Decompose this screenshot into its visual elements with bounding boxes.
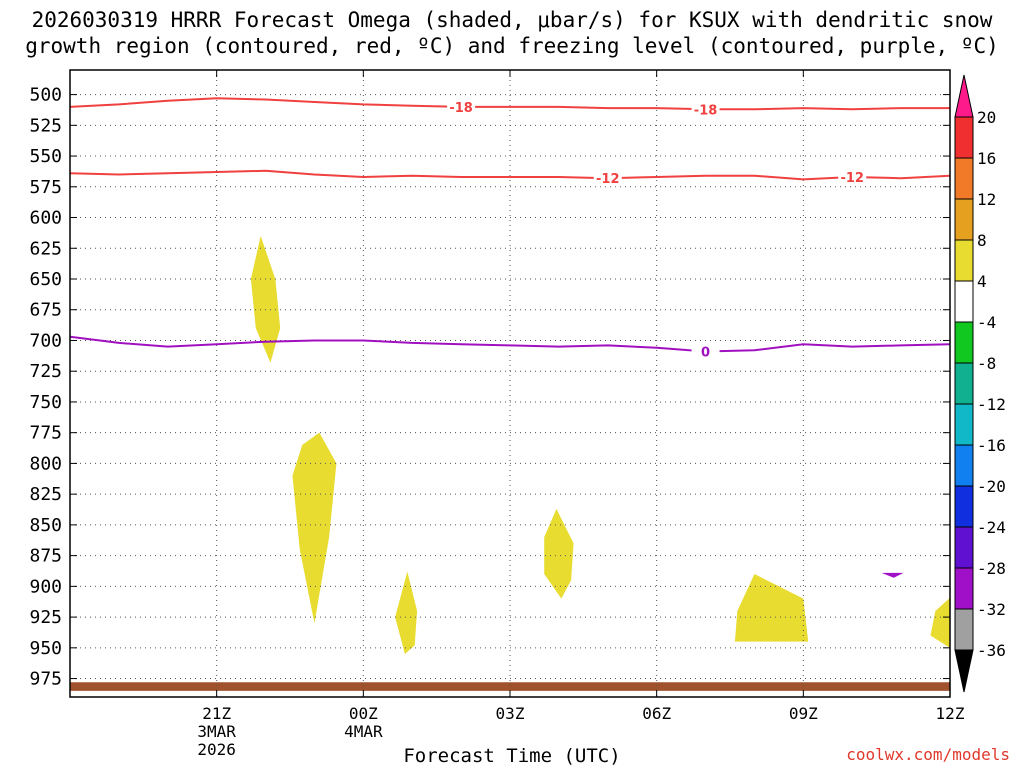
x-axis-title: Forecast Time (UTC) <box>403 745 621 767</box>
colorbar-label: -4 <box>977 313 996 332</box>
x-tick-label: 21Z <box>202 704 231 723</box>
omega-area-6 <box>930 597 950 648</box>
y-tick-label: 950 <box>29 638 62 659</box>
y-tick-label: 850 <box>29 515 62 536</box>
omega-area-4 <box>544 508 574 599</box>
colorbar-segment <box>954 362 974 405</box>
y-tick-label: 800 <box>29 453 62 474</box>
x-tick-label: 03Z <box>496 704 525 723</box>
colorbar-segment <box>954 198 974 241</box>
colorbar-top-arrow <box>954 74 974 118</box>
colorbar-segment <box>954 403 974 446</box>
colorbar-label: -20 <box>977 477 1006 496</box>
y-tick-label: 550 <box>29 146 62 167</box>
y-tick-label: 825 <box>29 484 62 505</box>
x-tick-sublabel: 2026 <box>197 740 236 759</box>
contour-label: -18 <box>694 103 718 118</box>
y-tick-label: 600 <box>29 208 62 229</box>
contour-line--18 <box>70 97 950 111</box>
contour-label: -12 <box>596 172 620 187</box>
colorbar-label: 4 <box>977 272 987 291</box>
y-tick-label: 675 <box>29 300 62 321</box>
colorbar-label: -12 <box>977 395 1006 414</box>
chart-title-line2: growth region (contoured, red, ºC) and f… <box>25 34 999 58</box>
colorbar-label: -8 <box>977 354 996 373</box>
colorbar-segment <box>954 116 974 159</box>
y-tick-label: 925 <box>29 607 62 628</box>
x-tick-sublabel: 4MAR <box>344 722 383 741</box>
colorbar-label: -28 <box>977 559 1006 578</box>
colorbar-segment <box>954 239 974 282</box>
colorbar-segment <box>954 280 974 323</box>
x-tick-label: 09Z <box>789 704 818 723</box>
omega-area-5 <box>734 574 809 642</box>
y-tick-label: 775 <box>29 423 62 444</box>
colorbar-label: 8 <box>977 231 987 250</box>
colorbar-label: -36 <box>977 641 1006 660</box>
x-tick-label: 00Z <box>349 704 378 723</box>
y-tick-label: 525 <box>29 115 62 136</box>
x-tick-label: 06Z <box>642 704 671 723</box>
colorbar-label: 12 <box>977 190 996 209</box>
y-tick-label: 700 <box>29 330 62 351</box>
x-tick-label: 12Z <box>936 704 965 723</box>
contour-label-bg <box>691 101 720 118</box>
plot-frame <box>69 69 951 698</box>
colorbar-label: -32 <box>977 600 1006 619</box>
colorbar-bottom-arrow <box>954 649 974 693</box>
omega-area-3 <box>395 571 418 654</box>
surface-band <box>70 682 950 691</box>
y-tick-label: 750 <box>29 392 62 413</box>
contour-label: -12 <box>840 171 864 186</box>
colorbar-segment <box>954 444 974 487</box>
y-tick-label: 500 <box>29 85 62 106</box>
chart-title-line1: 2026030319 HRRR Forecast Omega (shaded, … <box>31 8 993 32</box>
site-credit: coolwx.com/models <box>846 745 1010 764</box>
x-tick-sublabel: 3MAR <box>197 722 236 741</box>
contour-line-0 <box>70 335 950 353</box>
colorbar-segment <box>954 567 974 610</box>
y-tick-label: 625 <box>29 238 62 259</box>
y-tick-label: 650 <box>29 269 62 290</box>
y-tick-label: 900 <box>29 576 62 597</box>
contour-label: 0 <box>701 346 710 361</box>
omega-area-2 <box>292 432 337 624</box>
contour-label-bg <box>447 98 476 115</box>
colorbar-segment <box>954 608 974 651</box>
y-tick-label: 975 <box>29 669 62 690</box>
colorbar-label: 16 <box>977 149 996 168</box>
colorbar-segment <box>954 485 974 528</box>
y-tick-label: 575 <box>29 177 62 198</box>
colorbar-segment <box>954 157 974 200</box>
colorbar-segment <box>954 321 974 364</box>
colorbar-label: 20 <box>977 108 996 127</box>
contour-label-bg <box>593 170 622 187</box>
y-tick-label: 875 <box>29 546 62 567</box>
colorbar-label: -16 <box>977 436 1006 455</box>
colorbar-label: -24 <box>977 518 1006 537</box>
colorbar-segment <box>954 526 974 569</box>
y-tick-label: 725 <box>29 361 62 382</box>
contour-label: -18 <box>449 101 473 116</box>
contour-label-bg <box>838 168 867 185</box>
contour-label-bg <box>691 343 720 360</box>
omega-area-1 <box>250 235 281 363</box>
omega-area-9 <box>881 572 904 578</box>
